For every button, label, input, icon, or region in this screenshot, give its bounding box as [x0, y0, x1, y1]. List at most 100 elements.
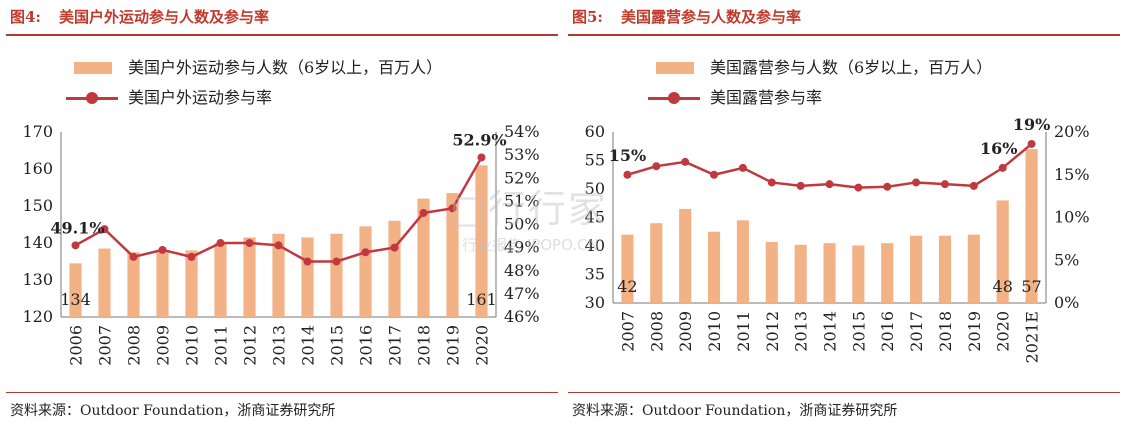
- source-note: 资料来源：Outdoor Foundation，浙商证券研究所: [10, 403, 336, 419]
- y-tick-label: 150: [22, 196, 53, 215]
- y2-tick-label: 46%: [504, 307, 540, 326]
- x-tick-label: 2013: [270, 325, 289, 366]
- bar: [938, 235, 952, 303]
- x-tick-label: 2008: [125, 325, 144, 366]
- y-tick-label: 120: [22, 307, 53, 326]
- bar-data-label: 48: [993, 277, 1013, 296]
- y-tick-label: 45: [585, 208, 605, 227]
- y-tick-label: 140: [22, 233, 53, 252]
- line-point: [216, 239, 225, 247]
- x-tick-label: 2015: [849, 311, 868, 352]
- x-tick-label: 2020: [473, 325, 492, 366]
- top-rule: [568, 34, 1120, 36]
- line-point: [854, 183, 863, 192]
- bar: [881, 243, 894, 303]
- bar-data-label: 161: [466, 290, 497, 309]
- y2-tick-label: 0%: [1054, 293, 1079, 312]
- y-tick-label: 50: [585, 179, 605, 198]
- bar: [794, 244, 807, 303]
- x-tick-label: 2009: [154, 325, 173, 366]
- x-tick-label: 2009: [676, 311, 695, 352]
- x-tick-label: 2006: [67, 325, 86, 366]
- x-tick-label: 2010: [183, 325, 202, 366]
- bar: [852, 245, 865, 303]
- legend-bar-swatch: [656, 62, 694, 74]
- line-point: [969, 181, 978, 190]
- line-data-label: 52.9%: [452, 130, 506, 149]
- figure-title: 图5: 美国露营参与人数及参与率: [572, 6, 801, 27]
- x-tick-label: 2019: [965, 311, 984, 352]
- y-tick-label: 60: [585, 122, 605, 141]
- bar: [996, 200, 1009, 303]
- figure-title-text: 美国露营参与人数及参与率: [620, 8, 801, 26]
- bar: [69, 263, 82, 317]
- bar: [98, 248, 111, 317]
- figure-title: 图4: 美国户外运动参与人数及参与率: [10, 6, 269, 27]
- y-tick-label: 170: [22, 122, 53, 141]
- bar: [1025, 149, 1038, 303]
- y2-tick-label: 10%: [1054, 208, 1090, 227]
- line-point: [940, 180, 949, 189]
- x-tick-label: 2012: [763, 311, 782, 352]
- chart-camping-participation: 30 35 40 45 50 55 60 0% 5% 10% 15% 20% 2007 2008 2009 2…: [585, 115, 1090, 363]
- bar: [156, 252, 169, 317]
- bar: [214, 243, 227, 317]
- y2-tick-label: 54%: [504, 122, 540, 141]
- x-tick-label: 2017: [386, 325, 405, 366]
- chart-panel-outdoor: 图4: 美国户外运动参与人数及参与率 美国户外运动参与人数（6岁以上，百万人） 美…: [6, 0, 558, 427]
- legend-bar-label: 美国露营参与人数（6岁以上，百万人）: [710, 58, 993, 77]
- bar: [475, 165, 488, 317]
- y2-tick-label: 5%: [1054, 250, 1079, 269]
- line-data-label: 19%: [1013, 115, 1050, 134]
- bar: [967, 234, 980, 303]
- line-point: [361, 248, 370, 257]
- legend-bar-label: 美国户外运动参与人数（6岁以上，百万人）: [128, 58, 443, 77]
- bar-data-label: 134: [60, 290, 91, 309]
- bottom-rule: [568, 392, 1120, 393]
- y2-tick-label: 48%: [504, 261, 540, 280]
- y2-tick-label: 15%: [1054, 165, 1090, 184]
- y2-tick-label: 51%: [504, 191, 540, 210]
- line-point: [100, 225, 109, 234]
- line-point: [796, 181, 805, 190]
- line-point: [883, 182, 892, 191]
- x-tick-label: 2020: [994, 311, 1013, 352]
- x-tick-label: 2011: [734, 311, 753, 352]
- line-point: [1027, 139, 1036, 148]
- bar: [388, 220, 401, 317]
- y2-tick-label: 20%: [1054, 122, 1090, 141]
- bar: [823, 243, 836, 303]
- x-tick-label: 2013: [792, 311, 811, 352]
- line-point: [129, 252, 138, 261]
- bar: [910, 235, 923, 303]
- x-tick-label: 2016: [878, 311, 897, 352]
- line-point: [825, 180, 834, 189]
- line-data-label: 15%: [609, 146, 646, 165]
- line-point: [912, 178, 921, 187]
- legend-bar-swatch: [74, 62, 112, 74]
- bar: [359, 226, 372, 317]
- line-data-label: 16%: [980, 139, 1017, 158]
- x-tick-label: 2010: [705, 311, 724, 352]
- bar: [330, 233, 343, 317]
- line-point: [652, 162, 661, 171]
- y2-tick-label: 52%: [504, 168, 540, 187]
- y2-tick-label: 53%: [504, 145, 540, 164]
- line-point: [332, 257, 341, 266]
- line-point: [477, 153, 486, 162]
- line-point: [623, 170, 632, 179]
- x-tick-label: 2019: [444, 325, 463, 366]
- line-point: [390, 243, 399, 252]
- x-tick-label: 2014: [821, 311, 840, 352]
- y-tick-label: 160: [22, 159, 53, 178]
- y-tick-label: 35: [585, 265, 605, 284]
- bar: [127, 252, 140, 317]
- y-tick-label: 55: [585, 151, 605, 170]
- line-point: [738, 163, 747, 172]
- x-tick-label: 2018: [415, 325, 434, 366]
- chart-panel-camping: 图5: 美国露营参与人数及参与率 美国露营参与人数（6岁以上，百万人） 美国露营参…: [568, 0, 1120, 427]
- y2-tick-label: 49%: [504, 238, 540, 257]
- x-tick-label: 2021E: [1023, 311, 1042, 363]
- line-point: [303, 257, 312, 266]
- line-point: [998, 163, 1007, 172]
